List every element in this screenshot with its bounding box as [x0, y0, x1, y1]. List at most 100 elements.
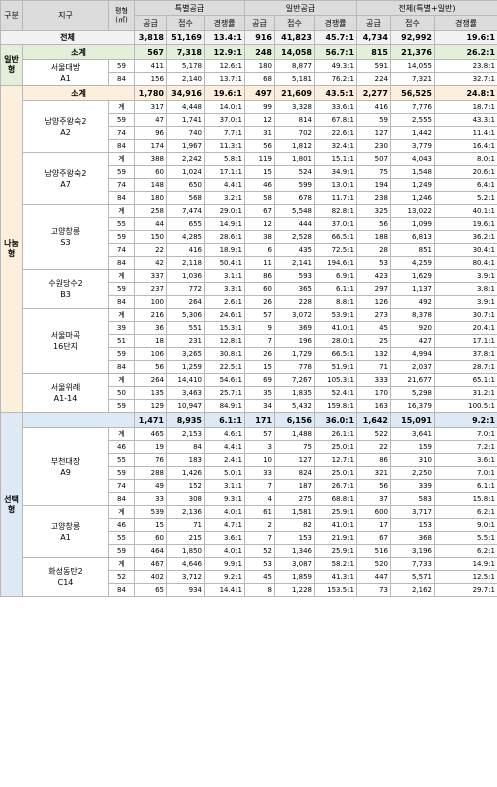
cell: 99	[244, 100, 275, 114]
cell: 29.0:1	[204, 204, 245, 218]
header-area: 평형 (㎡)	[108, 0, 135, 31]
table-row: 59 464 1,850 4.0:1 52 1,346 25.9:1 516 3,196 6.2:…	[1, 544, 497, 558]
cell: 308	[166, 492, 205, 506]
table-row: 84 42 2,118 50.4:1 11 2,141 194.6:1 53 4,259 80.4…	[1, 256, 497, 270]
cell: 10	[244, 453, 275, 467]
cell: 15	[244, 360, 275, 374]
total-label: 전체	[0, 30, 135, 45]
cell: 75	[274, 440, 315, 454]
cell: 5.8:1	[204, 152, 245, 166]
cell: 1,488	[274, 427, 315, 441]
cell: 6.1:1	[434, 479, 497, 493]
cell: 310	[390, 453, 435, 467]
cell: 163	[356, 399, 391, 413]
cell: 28.7:1	[434, 360, 497, 374]
cell: 38	[244, 230, 275, 244]
cell: 26	[244, 295, 275, 309]
cell: 516	[356, 544, 391, 558]
cell: 53.9:1	[314, 308, 357, 322]
cell: 66.5:1	[314, 347, 357, 361]
cell: 740	[166, 126, 205, 140]
cell: 5,298	[390, 386, 435, 400]
cell: 824	[274, 466, 315, 480]
cell: 1,548	[390, 165, 435, 179]
cell: 416	[356, 100, 391, 114]
cell: 1,246	[390, 191, 435, 205]
cell: 815	[356, 44, 391, 60]
cell: 56,525	[390, 85, 435, 101]
cell: 127	[356, 126, 391, 140]
area-cell: 74	[108, 178, 135, 192]
cell: 14.9:1	[434, 557, 497, 571]
cell: 9.2:1	[204, 570, 245, 584]
cell: 126	[356, 295, 391, 309]
cell: 2.4:1	[204, 453, 245, 467]
cell: 148	[134, 178, 167, 192]
area-cell: 74	[108, 479, 135, 493]
cell: 6,813	[390, 230, 435, 244]
cell: 19	[134, 440, 167, 454]
cell: 15.3:1	[204, 321, 245, 335]
cell: 224	[356, 72, 391, 86]
cell: 2,250	[390, 466, 435, 480]
header-applications: 접수	[390, 15, 435, 31]
area-cell: 46	[108, 518, 135, 532]
cell: 153	[390, 518, 435, 532]
cell: 58.2:1	[314, 557, 357, 571]
cell: 650	[166, 178, 205, 192]
cell: 92,992	[390, 30, 435, 45]
cell: 100	[134, 295, 167, 309]
table-row: 55 60 215 3.6:1 7 153 21.9:1 67 368 5.5:1	[1, 531, 497, 545]
cell: 45	[244, 570, 275, 584]
header-ratio: 경쟁률	[434, 15, 497, 31]
cell: 53	[356, 256, 391, 270]
cell: 50.4:1	[204, 256, 245, 270]
cell: 153.5:1	[314, 583, 357, 597]
cell: 45	[356, 321, 391, 335]
district-name: 서울대방 A1	[22, 59, 109, 86]
cell: 7	[244, 531, 275, 545]
cell: 7.2:1	[434, 440, 497, 454]
table-row: 84 65 934 14.4:1 8 1,228 153.5:1 73 2,162 29.7:1	[1, 583, 497, 597]
cell: 4.7:1	[204, 518, 245, 532]
cell: 49	[134, 479, 167, 493]
cell: 4.4:1	[204, 178, 245, 192]
area-cell: 계	[108, 557, 135, 571]
cell: 56	[356, 479, 391, 493]
area-cell: 84	[108, 583, 135, 597]
cell: 1,729	[274, 347, 315, 361]
cell: 18	[134, 334, 167, 348]
cell: 17.1:1	[434, 334, 497, 348]
cell: 15	[244, 165, 275, 179]
cell: 3	[244, 440, 275, 454]
cell: 46	[244, 178, 275, 192]
cell: 238	[356, 191, 391, 205]
cell: 36.2:1	[434, 230, 497, 244]
cell: 14,410	[166, 373, 205, 387]
cell: 41,823	[274, 30, 315, 45]
cell: 4,448	[166, 100, 205, 114]
cell: 600	[356, 505, 391, 519]
header-district: 지구	[22, 0, 109, 31]
cell: 68.8:1	[314, 492, 357, 506]
cell: 119	[244, 152, 275, 166]
area-cell: 59	[108, 282, 135, 296]
cell: 150	[134, 230, 167, 244]
cell: 34.9:1	[314, 165, 357, 179]
cell: 3,196	[390, 544, 435, 558]
cell: 53	[244, 557, 275, 571]
cell: 3,641	[390, 427, 435, 441]
cell: 3.9:1	[434, 269, 497, 283]
cell: 492	[390, 295, 435, 309]
table-row: 59 150 4,285 28.6:1 38 2,528 66.5:1 188 6,813 36.…	[1, 230, 497, 244]
cell: 2,118	[166, 256, 205, 270]
cell: 180	[244, 59, 275, 73]
cell: 2,242	[166, 152, 205, 166]
cell: 520	[356, 557, 391, 571]
cell: 1,581	[274, 505, 315, 519]
cell: 1,741	[166, 113, 205, 127]
area-cell: 계	[108, 152, 135, 166]
header-supply: 공급	[134, 15, 167, 31]
area-cell: 계	[108, 204, 135, 218]
cell: 33	[134, 492, 167, 506]
